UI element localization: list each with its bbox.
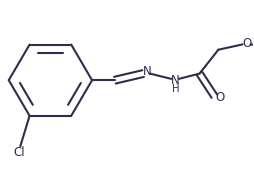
Text: O: O: [215, 91, 224, 104]
Text: O: O: [243, 37, 252, 50]
Text: H: H: [172, 84, 179, 94]
Text: Cl: Cl: [13, 146, 25, 159]
Text: N: N: [142, 65, 151, 78]
Text: N: N: [171, 74, 180, 87]
